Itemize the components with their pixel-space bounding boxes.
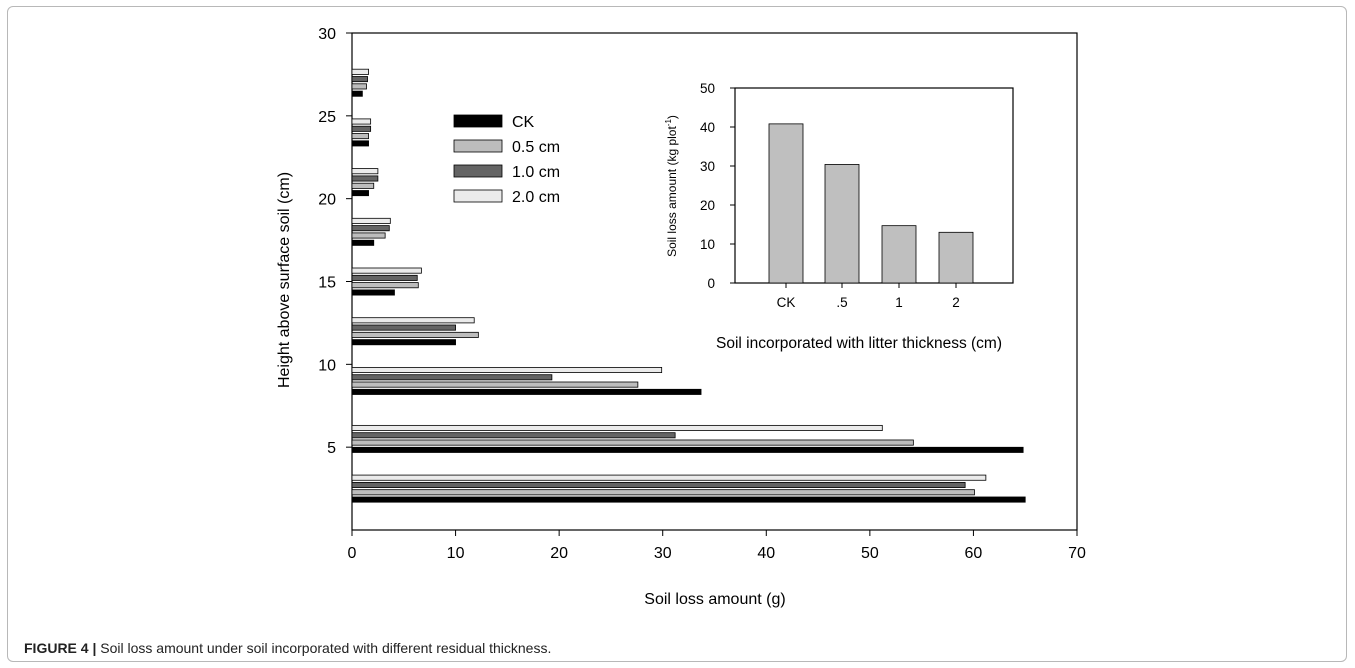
bar-2-0-cm-0: [351, 474, 987, 481]
x-tick-label: 50: [861, 545, 879, 562]
inset-x-tick-label: 1: [895, 295, 903, 310]
y-tick-label: 15: [318, 275, 336, 292]
inset-y-tick-label: 20: [700, 198, 715, 213]
bar-0-5-cm-0: [351, 489, 975, 496]
bar-0-5-cm-5: [351, 232, 386, 239]
main-y-ticks: 5 10 15 20 25 30: [318, 26, 352, 457]
legend-swatch-3: [453, 189, 503, 203]
inset-y-tick-label: 50: [700, 81, 715, 96]
bar-1-0-cm-3: [351, 324, 456, 331]
x-tick-label: 30: [654, 545, 672, 562]
inset-y-tick-label: 0: [707, 276, 715, 291]
bar-2-0-cm-8: [351, 68, 369, 75]
x-tick-label: 60: [965, 545, 983, 562]
figure-frame: [7, 6, 1347, 662]
bar-ck-5: [351, 239, 375, 246]
main-x-ticks: 0 10 20 30 40 50 60 70: [348, 530, 1086, 562]
bar-0-5-cm-8: [351, 83, 367, 90]
bar-0-5-cm-4: [351, 282, 419, 289]
y-tick-label: 10: [318, 357, 336, 374]
y-tick-label: 25: [318, 109, 336, 126]
bar-ck-0: [351, 496, 1026, 503]
x-tick-label: 40: [757, 545, 775, 562]
bar-1-0-cm-8: [351, 76, 368, 83]
bar-ck-3: [351, 339, 456, 346]
legend-label-3: 2.0 cm: [512, 189, 560, 206]
y-tick-label: 30: [318, 26, 336, 43]
inset-bar-0: [768, 123, 804, 284]
bar-ck-7: [351, 140, 369, 147]
inset-y-axis-label-sup: -1: [664, 119, 673, 127]
bar-ck-1: [351, 446, 1024, 453]
bar-ck-2: [351, 388, 702, 395]
inset-bar-2: [881, 225, 917, 284]
bar-1-0-cm-0: [351, 481, 966, 488]
legend-label-0: CK: [512, 114, 535, 131]
bar-2-0-cm-7: [351, 118, 372, 125]
y-tick-label: 20: [318, 192, 336, 209]
inset-x-ticks: CK .5 1 2: [777, 283, 960, 310]
inset-x-axis-label: Soil incorporated with litter thickness …: [716, 335, 1002, 352]
bar-1-0-cm-7: [351, 125, 372, 132]
inset-y-ticks: 0 10 20 30 40 50: [700, 81, 735, 291]
main-bars: [351, 68, 1026, 503]
bar-1-0-cm-1: [351, 432, 676, 439]
legend-swatch-0: [453, 114, 503, 128]
bar-0-5-cm-1: [351, 439, 914, 446]
bar-ck-4: [351, 289, 395, 296]
inset-y-axis-label-main: Soil loss amount (kg plot: [665, 126, 679, 257]
inset-y-tick-label: 10: [700, 237, 715, 252]
bar-0-5-cm-7: [351, 133, 369, 140]
caption-text: Soil loss amount under soil incorporated…: [96, 640, 552, 656]
x-tick-label: 0: [348, 545, 357, 562]
x-tick-label: 10: [447, 545, 465, 562]
bar-ck-8: [351, 90, 363, 97]
inset-bar-3: [938, 231, 974, 284]
bar-2-0-cm-1: [351, 424, 883, 431]
legend-label-2: 1.0 cm: [512, 164, 560, 181]
inset-bars: [768, 123, 974, 284]
main-x-axis-label: Soil loss amount (g): [644, 591, 785, 608]
bar-1-0-cm-2: [351, 374, 553, 381]
inset-x-tick-label: CK: [777, 295, 796, 310]
bar-2-0-cm-4: [351, 267, 422, 274]
bar-2-0-cm-2: [351, 366, 663, 373]
inset-y-axis-label-end: ): [665, 115, 679, 119]
figure-caption: FIGURE 4 | Soil loss amount under soil i…: [24, 640, 551, 656]
inset-chart: CK .5 1 2 0 10 20 30 40 50 Soil incorporated wit…: [664, 81, 1014, 352]
legend-swatch-2: [453, 164, 503, 178]
bar-0-5-cm-2: [351, 381, 639, 388]
inset-y-tick-label: 30: [700, 159, 715, 174]
caption-label: FIGURE 4 |: [24, 640, 97, 656]
bar-1-0-cm-6: [351, 175, 379, 182]
bar-0-5-cm-6: [351, 182, 375, 189]
bar-ck-6: [351, 190, 369, 197]
bar-2-0-cm-3: [351, 317, 475, 324]
x-tick-label: 70: [1068, 545, 1086, 562]
main-y-axis-label: Height above surface soil (cm): [276, 172, 293, 388]
inset-x-tick-label: 2: [952, 295, 960, 310]
inset-y-tick-label: 40: [700, 120, 715, 135]
x-tick-label: 20: [550, 545, 568, 562]
y-tick-label: 5: [327, 440, 336, 457]
bar-0-5-cm-3: [351, 331, 479, 338]
legend-label-1: 0.5 cm: [512, 139, 560, 156]
inset-bar-1: [824, 164, 860, 284]
bar-2-0-cm-6: [351, 168, 379, 175]
legend-swatch-1: [453, 139, 503, 153]
bar-1-0-cm-5: [351, 225, 390, 232]
bar-2-0-cm-5: [351, 217, 391, 224]
inset-y-axis-label: Soil loss amount (kg plot-1): [664, 115, 679, 257]
legend: CK 0.5 cm 1.0 cm 2.0 cm: [453, 114, 560, 206]
bar-1-0-cm-4: [351, 274, 418, 281]
inset-x-tick-label: .5: [836, 295, 847, 310]
